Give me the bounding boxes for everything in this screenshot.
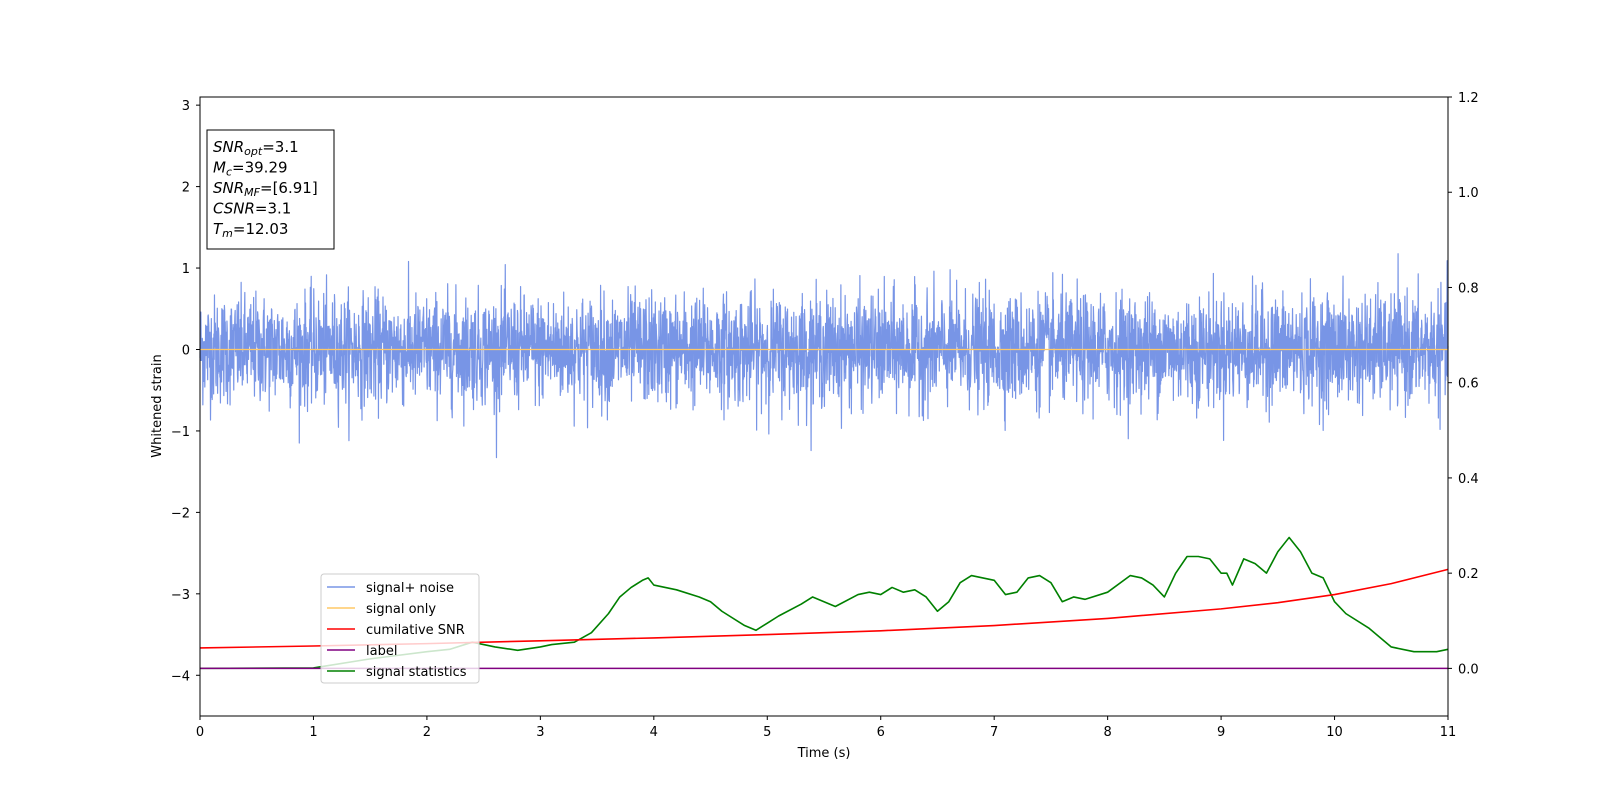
series-signal-plus-noise — [199, 253, 1449, 459]
y2-tick-label: 0.6 — [1458, 377, 1479, 392]
legend-label: signal only — [366, 602, 436, 617]
x-tick-label: 5 — [763, 725, 771, 740]
x-tick-label: 0 — [196, 725, 204, 740]
y-tick-label: 3 — [182, 99, 190, 114]
y2-tick-label: 1.2 — [1458, 91, 1479, 106]
y-tick-label: 1 — [182, 262, 190, 277]
y2-tick-label: 0.2 — [1458, 567, 1479, 582]
y-tick-label: 2 — [182, 181, 190, 196]
y-tick-label: −1 — [171, 425, 190, 440]
x-tick-label: 3 — [536, 725, 544, 740]
legend-label: signal statistics — [366, 665, 467, 680]
y-tick-label: −2 — [171, 506, 190, 521]
y-axis-label: Whitened strain — [150, 354, 165, 457]
y2-tick-label: 0.4 — [1458, 472, 1479, 487]
x-tick-label: 4 — [650, 725, 658, 740]
info-line: Tm=12.03 — [213, 220, 288, 240]
info-line: SNRopt=3.1 — [213, 138, 299, 158]
legend-label: signal+ noise — [366, 581, 454, 596]
info-line: CSNR=3.1 — [213, 200, 291, 218]
info-line: Mc=39.29 — [213, 159, 288, 179]
x-tick-label: 10 — [1326, 725, 1343, 740]
x-axis-label: Time (s) — [797, 746, 851, 761]
y-tick-label: 0 — [182, 343, 190, 358]
y2-tick-label: 0.0 — [1458, 662, 1479, 677]
legend: signal+ noise signal only cumilative SNR la… — [320, 573, 480, 684]
info-line: SNRMF=[6.91] — [213, 179, 318, 199]
legend-label: cumilative SNR — [366, 623, 465, 638]
y-axis-ticks: 3 2 1 0 −1 −2 −3 −4 — [171, 99, 200, 684]
y2-axis-ticks: 1.2 1.0 0.8 0.6 0.4 0.2 0.0 — [1448, 91, 1479, 677]
x-tick-label: 11 — [1440, 725, 1457, 740]
y2-tick-label: 1.0 — [1458, 186, 1479, 201]
x-tick-label: 9 — [1217, 725, 1225, 740]
y-tick-label: −4 — [171, 669, 190, 684]
x-tick-label: 8 — [1103, 725, 1111, 740]
x-tick-label: 2 — [423, 725, 431, 740]
x-tick-label: 1 — [309, 725, 317, 740]
line-signal-statistics — [199, 536, 1449, 670]
plot-frame — [199, 96, 1449, 717]
x-tick-label: 6 — [877, 725, 885, 740]
line-signal-plus-noise — [199, 253, 1449, 459]
x-tick-label: 7 — [990, 725, 998, 740]
x-axis-ticks: 0 1 2 3 4 5 6 7 8 9 10 11 — [196, 716, 1456, 740]
y2-tick-label: 0.8 — [1458, 281, 1479, 296]
y-tick-label: −3 — [171, 588, 190, 603]
legend-label: label — [366, 644, 397, 659]
